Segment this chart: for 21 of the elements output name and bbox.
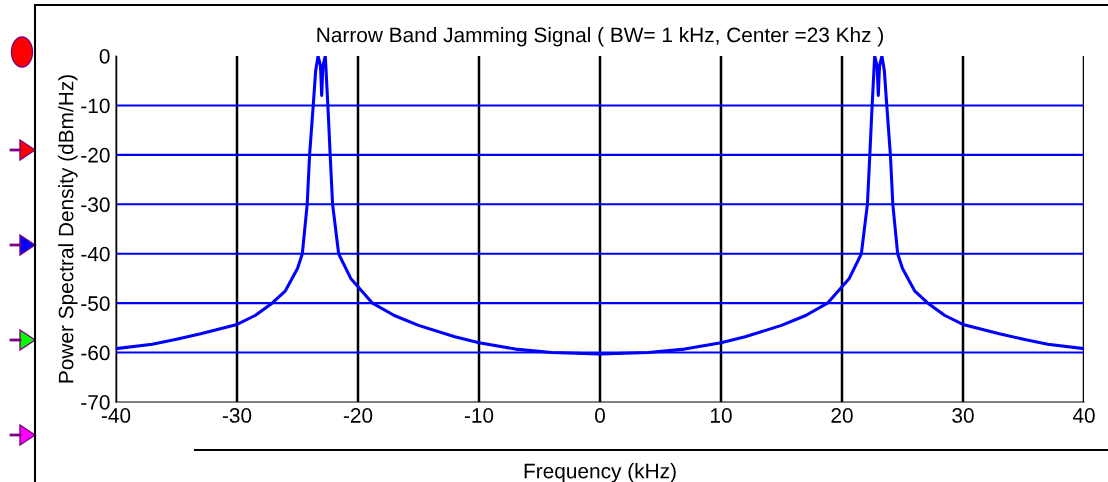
y-tick-label: -10	[81, 98, 110, 114]
x-tick-label: 40	[1072, 408, 1095, 423]
x-tick-label: 10	[711, 408, 732, 423]
y-axis-title: Power Spectral Density (dBm/Hz)	[58, 75, 78, 383]
y-tick-label: -50	[81, 296, 110, 311]
x-tick-label: 0	[595, 408, 605, 423]
y-tick-label: 0	[99, 49, 110, 64]
x-tick-label: 30	[952, 408, 974, 423]
x-tick-label: -10	[464, 408, 494, 423]
line-series	[116, 56, 1084, 356]
x-tick-label: -20	[343, 408, 373, 423]
y-tick-label: -20	[81, 147, 110, 163]
x-tick-label: -40	[101, 408, 131, 423]
x-tick-label: -30	[222, 408, 252, 423]
x-axis-title: Frequency (kHz)	[524, 463, 676, 482]
y-tick-label: -30	[81, 197, 110, 213]
y-tick-label: -70	[81, 395, 110, 410]
x-tick-label: 20	[831, 408, 853, 423]
chart-title: Narrow Band Jamming Signal ( BW= 1 kHz, Center =23 Khz )	[317, 27, 883, 47]
y-tick-label: -40	[81, 246, 110, 262]
y-tick-label: -60	[81, 345, 110, 361]
